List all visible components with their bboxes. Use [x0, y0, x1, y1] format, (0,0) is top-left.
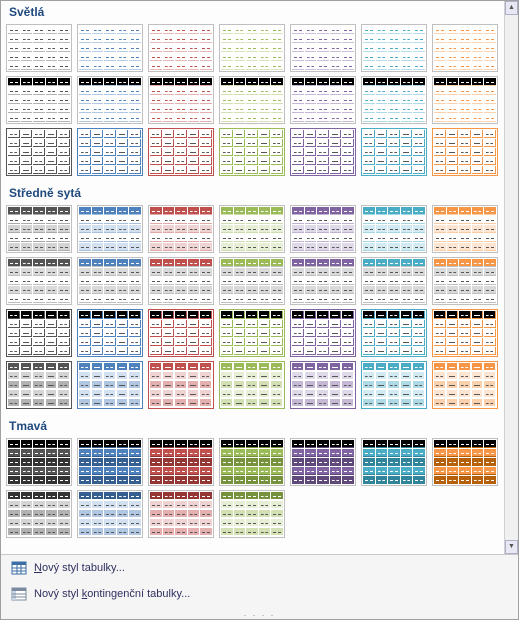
- pivot-table-icon: [11, 586, 27, 602]
- scrollbar[interactable]: ▲ ▼: [504, 1, 518, 554]
- table-style-swatch[interactable]: [148, 205, 214, 253]
- table-style-swatch[interactable]: [6, 361, 72, 409]
- table-style-swatch[interactable]: [219, 257, 285, 305]
- table-style-swatch[interactable]: [361, 257, 427, 305]
- table-style-swatch[interactable]: [148, 128, 214, 176]
- table-style-swatch[interactable]: [6, 128, 72, 176]
- table-icon: [11, 560, 27, 576]
- table-style-swatch[interactable]: [290, 438, 356, 486]
- table-style-swatch[interactable]: [77, 24, 143, 72]
- table-style-swatch[interactable]: [219, 361, 285, 409]
- table-style-swatch[interactable]: [219, 128, 285, 176]
- table-style-swatch[interactable]: [361, 361, 427, 409]
- table-style-swatch[interactable]: [77, 361, 143, 409]
- table-style-swatch[interactable]: [432, 24, 498, 72]
- table-style-swatch[interactable]: [219, 309, 285, 357]
- table-style-swatch[interactable]: [432, 128, 498, 176]
- table-style-swatch[interactable]: [77, 438, 143, 486]
- scroll-down-button[interactable]: ▼: [505, 540, 518, 554]
- table-style-swatch[interactable]: [290, 128, 356, 176]
- table-style-swatch[interactable]: [290, 361, 356, 409]
- table-style-swatch[interactable]: [361, 309, 427, 357]
- table-style-swatch[interactable]: [6, 24, 72, 72]
- table-style-swatch[interactable]: [6, 76, 72, 124]
- new-pivot-style-label: Nový styl kontingenční tabulky...: [34, 588, 190, 600]
- table-style-swatch[interactable]: [6, 490, 72, 538]
- section-header-dark: Tmavá: [1, 415, 504, 436]
- table-style-swatch[interactable]: [290, 24, 356, 72]
- table-style-swatch[interactable]: [77, 76, 143, 124]
- table-style-swatch[interactable]: [219, 24, 285, 72]
- table-style-swatch[interactable]: [361, 24, 427, 72]
- table-style-swatch[interactable]: [148, 361, 214, 409]
- new-table-style-label: Nový styl tabulky...: [34, 562, 125, 574]
- swatch-grid-light: [1, 22, 504, 182]
- table-style-gallery: ▲ ▼ Světlá Středně sytá Tmavá: [0, 0, 519, 620]
- table-style-swatch[interactable]: [361, 128, 427, 176]
- table-style-swatch[interactable]: [219, 205, 285, 253]
- table-style-swatch[interactable]: [432, 76, 498, 124]
- swatch-grid-medium: [1, 203, 504, 415]
- table-style-swatch[interactable]: [432, 257, 498, 305]
- table-style-swatch[interactable]: [219, 438, 285, 486]
- table-style-swatch[interactable]: [290, 309, 356, 357]
- table-style-swatch[interactable]: [148, 438, 214, 486]
- table-style-swatch[interactable]: [148, 76, 214, 124]
- new-pivot-style-item[interactable]: Nový styl kontingenční tabulky...: [1, 581, 518, 607]
- gallery-scroll-area: ▲ ▼ Světlá Středně sytá Tmavá: [1, 1, 518, 554]
- section-header-medium: Středně sytá: [1, 182, 504, 203]
- table-style-swatch[interactable]: [148, 309, 214, 357]
- table-style-swatch[interactable]: [361, 76, 427, 124]
- table-style-swatch[interactable]: [432, 205, 498, 253]
- table-style-swatch[interactable]: [361, 205, 427, 253]
- table-style-swatch[interactable]: [148, 24, 214, 72]
- table-style-swatch[interactable]: [77, 309, 143, 357]
- table-style-swatch[interactable]: [290, 257, 356, 305]
- table-style-swatch[interactable]: [77, 128, 143, 176]
- table-style-swatch[interactable]: [77, 490, 143, 538]
- table-style-swatch[interactable]: [432, 361, 498, 409]
- table-style-swatch[interactable]: [432, 438, 498, 486]
- table-style-swatch[interactable]: [219, 76, 285, 124]
- section-header-light: Světlá: [1, 1, 504, 22]
- table-style-swatch[interactable]: [6, 205, 72, 253]
- table-style-swatch[interactable]: [77, 257, 143, 305]
- table-style-swatch[interactable]: [77, 205, 143, 253]
- table-style-swatch[interactable]: [6, 438, 72, 486]
- table-style-swatch[interactable]: [6, 257, 72, 305]
- resize-grip[interactable]: . . . .: [1, 607, 518, 619]
- table-style-swatch[interactable]: [432, 309, 498, 357]
- scroll-up-button[interactable]: ▲: [505, 1, 518, 15]
- swatch-grid-dark: [1, 436, 504, 544]
- table-style-swatch[interactable]: [148, 490, 214, 538]
- gallery-footer: Nový styl tabulky... Nový styl kontingen…: [1, 554, 518, 619]
- table-style-swatch[interactable]: [148, 257, 214, 305]
- table-style-swatch[interactable]: [290, 76, 356, 124]
- table-style-swatch[interactable]: [6, 309, 72, 357]
- table-style-swatch[interactable]: [361, 438, 427, 486]
- table-style-swatch[interactable]: [219, 490, 285, 538]
- new-table-style-item[interactable]: Nový styl tabulky...: [1, 555, 518, 581]
- table-style-swatch[interactable]: [290, 205, 356, 253]
